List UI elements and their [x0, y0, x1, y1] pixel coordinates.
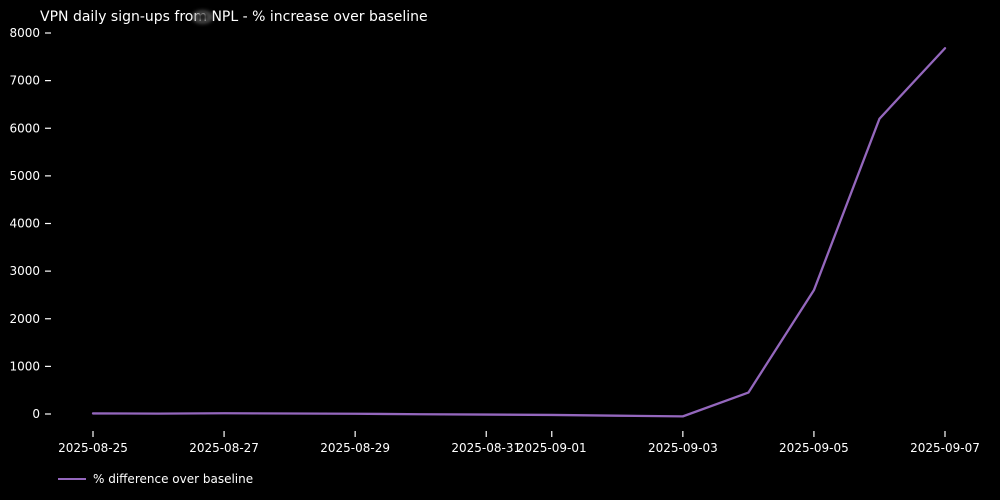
y-axis-tick-label: 4000	[9, 217, 40, 231]
x-axis-tick-label: 2025-08-25	[58, 441, 128, 455]
y-axis-tick-label: 2000	[9, 312, 40, 326]
chart-title: VPN daily sign-ups from NPL - % increase…	[40, 9, 428, 25]
y-axis-tick-label: 1000	[9, 359, 40, 373]
y-axis-tick-label: 0	[32, 407, 40, 421]
series-line	[91, 47, 947, 418]
x-axis-tick-label: 2025-08-27	[189, 441, 259, 455]
y-axis-tick-label: 7000	[9, 74, 40, 88]
legend-label: % difference over baseline	[93, 472, 254, 486]
y-axis-tick-label: 6000	[9, 121, 40, 135]
x-axis-tick-label: 2025-09-01	[517, 441, 587, 455]
x-axis-tick-label: 2025-08-29	[320, 441, 390, 455]
x-axis-tick-label: 2025-09-03	[648, 441, 718, 455]
x-axis-tick-label: 2025-09-05	[779, 441, 849, 455]
y-axis-tick-label: 3000	[9, 264, 40, 278]
legend: % difference over baseline	[58, 471, 253, 487]
x-axis-tick-label: 2025-09-07	[910, 441, 980, 455]
legend-line-swatch	[58, 477, 86, 481]
y-axis-tick-label: 8000	[9, 26, 40, 40]
y-axis-tick-label: 5000	[9, 169, 40, 183]
x-axis-tick-label: 2025-08-31	[451, 441, 521, 455]
